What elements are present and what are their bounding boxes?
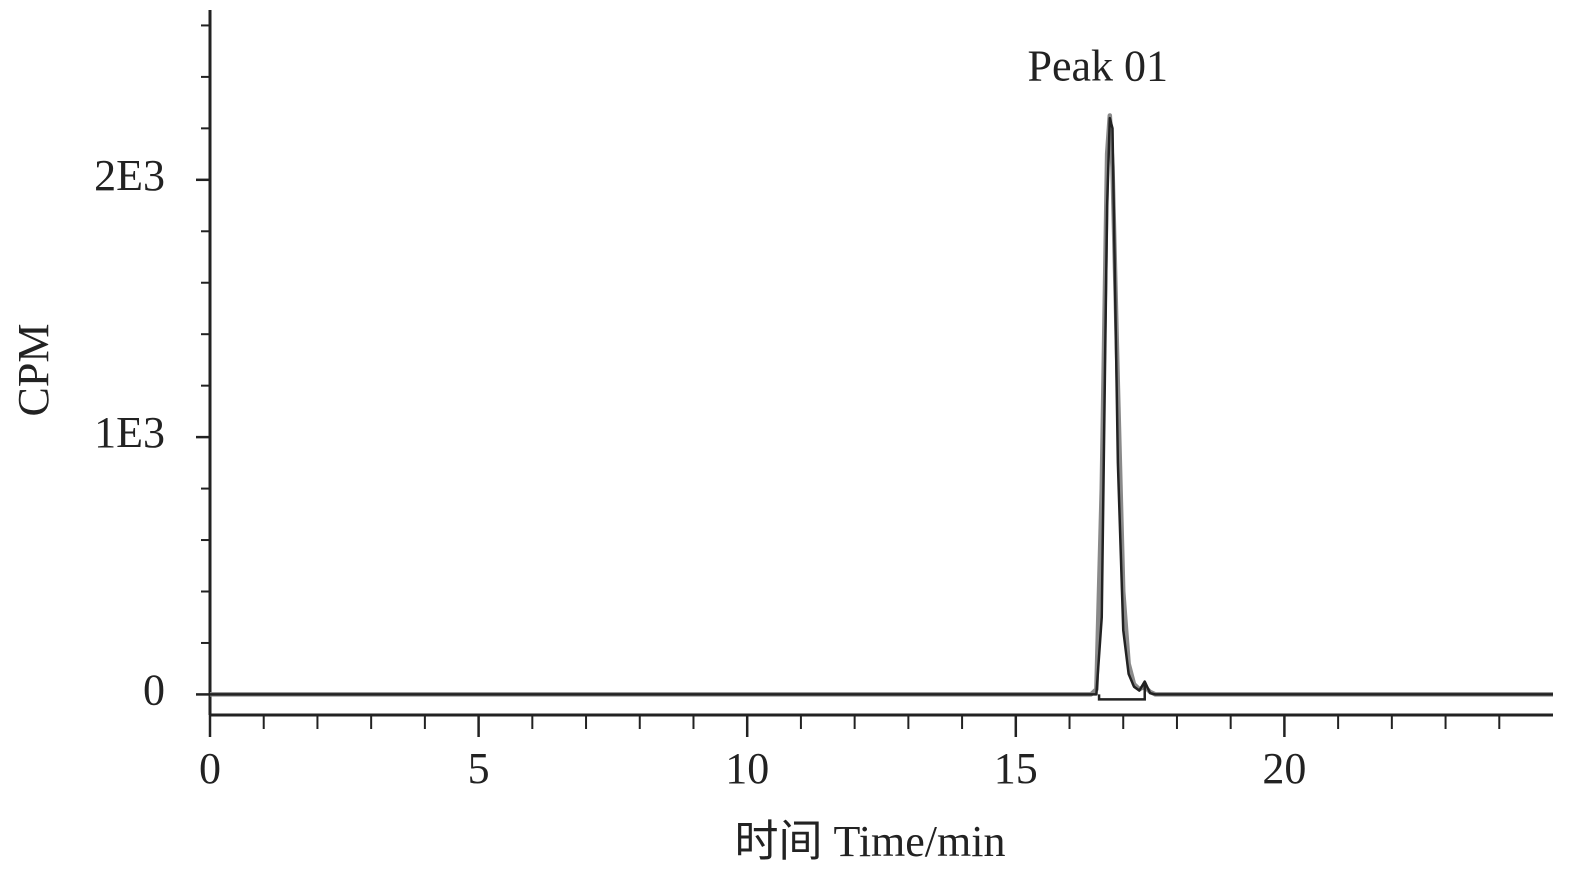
y-tick-label: 1E3 xyxy=(94,408,165,457)
x-tick-label: 15 xyxy=(994,744,1038,793)
trace-line xyxy=(210,116,1553,696)
y-tick-label: 0 xyxy=(143,666,165,715)
x-tick-label: 10 xyxy=(725,744,769,793)
y-tick-label: 2E3 xyxy=(94,151,165,200)
x-axis-title: 时间 Time/min xyxy=(735,817,1006,866)
trace-line xyxy=(210,113,1553,697)
x-tick-label: 20 xyxy=(1262,744,1306,793)
peak-label: Peak 01 xyxy=(1028,42,1169,91)
y-axis-title: CPM xyxy=(9,324,58,417)
x-tick-label: 0 xyxy=(199,744,221,793)
integration-region xyxy=(1097,684,1146,701)
x-tick-label: 5 xyxy=(468,744,490,793)
